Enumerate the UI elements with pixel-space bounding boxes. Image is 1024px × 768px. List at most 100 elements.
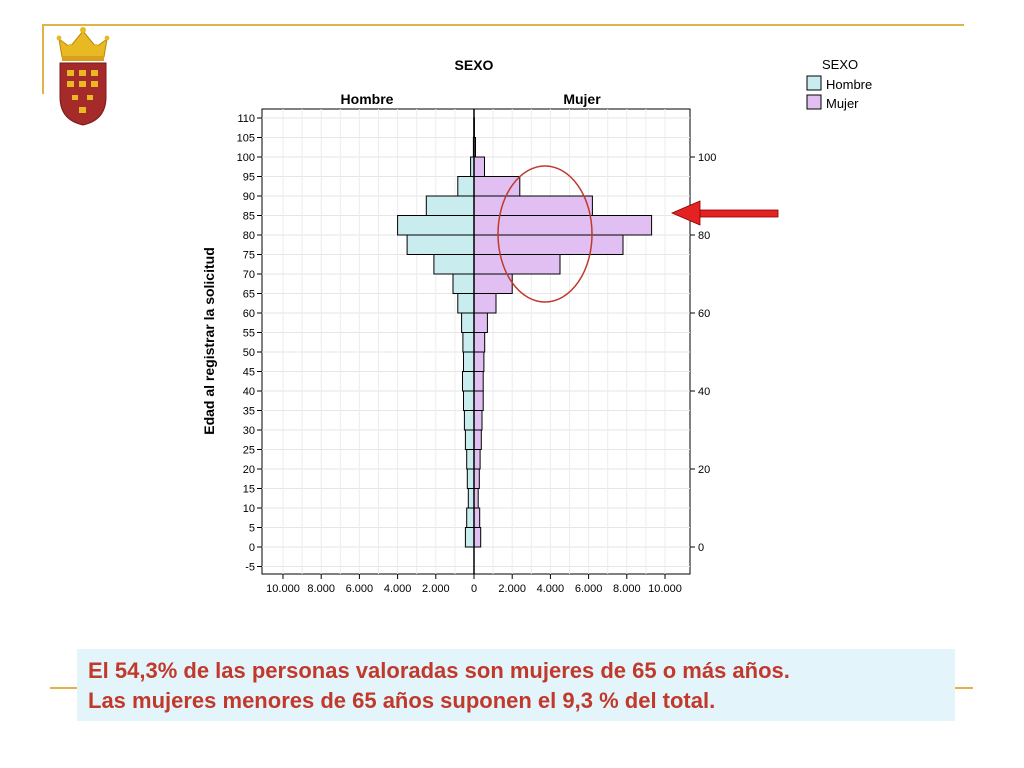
bar-hombre-75-80 [406, 234, 475, 255]
x-tick-label: 2.000 [422, 583, 450, 595]
bar-mujer-60-65 [473, 293, 497, 314]
y-tick-label-left: 10 [243, 503, 255, 515]
x-tick-label: 2.000 [498, 583, 526, 595]
legend-title: SEXO [822, 57, 858, 72]
y-tick-label-left: 55 [243, 328, 255, 340]
y-tick-label-left: 5 [249, 523, 255, 535]
castles-icon [67, 70, 98, 113]
bar-hombre-15-20 [466, 468, 475, 489]
caption-line-2: Las mujeres menores de 65 años suponen e… [88, 688, 716, 713]
legend-label-mujer: Mujer [826, 96, 859, 111]
bar-hombre-85-90 [425, 195, 475, 216]
bar-hombre-0-5 [464, 527, 475, 548]
y-tick-label-left: 70 [243, 269, 255, 281]
y-tick-label-left: 25 [243, 445, 255, 457]
bar-mujer-30-35 [473, 410, 483, 431]
caption-box: El 54,3% de las personas valoradas son m… [77, 649, 955, 721]
population-pyramid-chart: SEXO Hombre Mujer 1101051009590858075706… [201, 57, 872, 595]
y-tick-label-left: 0 [249, 542, 255, 554]
bar-hombre-70-75 [433, 254, 475, 275]
bar-hombre-30-35 [463, 410, 475, 431]
x-tick-label: 8.000 [613, 583, 641, 595]
x-tick-label: 6.000 [346, 583, 374, 595]
x-tick-label: 0 [471, 583, 477, 595]
bar-hombre-5-10 [466, 507, 475, 528]
y-ticks-right: 100 80 60 40 20 0 [690, 152, 716, 554]
bar-hombre-10-15 [467, 488, 475, 509]
y-tick-label-left: 105 [237, 133, 255, 145]
bar-mujer-65-70 [473, 273, 513, 294]
bar-hombre-45-50 [463, 351, 475, 372]
bar-hombre-55-60 [461, 312, 475, 333]
y-tick-label-left: 65 [243, 289, 255, 301]
bar-hombre-60-65 [457, 293, 475, 314]
panel-label-mujer: Mujer [563, 91, 601, 107]
y-tick-label-left: 60 [243, 308, 255, 320]
bar-mujer-15-20 [473, 468, 480, 489]
bottom-rule-right [955, 687, 973, 689]
bottom-rule-left [50, 687, 80, 689]
y-tick-label-left: 90 [243, 191, 255, 203]
chart-title: SEXO [455, 57, 494, 73]
bar-mujer-0-5 [473, 527, 482, 548]
left-rule [42, 24, 44, 94]
crown-icon [56, 27, 110, 61]
bar-mujer-70-75 [473, 254, 561, 275]
bar-mujer-25-30 [473, 429, 482, 450]
y-axis-label: Edad al registrar la solicitud [201, 247, 217, 435]
y-tick-label-left: 110 [237, 113, 255, 125]
bar-mujer-40-45 [473, 371, 484, 392]
y-tick-label-left: 15 [243, 484, 255, 496]
y-tick-label-right: 40 [698, 386, 710, 398]
bar-hombre-90-95 [457, 176, 475, 197]
y-tick-label-right: 100 [698, 152, 716, 164]
bar-mujer-45-50 [473, 351, 485, 372]
y-tick-label-right: 0 [698, 542, 704, 554]
y-tick-label-left: 20 [243, 464, 255, 476]
x-tick-label: 10.000 [266, 583, 300, 595]
y-tick-label-left: 45 [243, 367, 255, 379]
y-tick-label-right: 20 [698, 464, 710, 476]
bar-mujer-95-100 [473, 156, 485, 177]
x-tick-label: 6.000 [575, 583, 603, 595]
x-tick-label: 4.000 [537, 583, 565, 595]
y-tick-label-left: 40 [243, 386, 255, 398]
bar-mujer-5-10 [473, 507, 481, 528]
legend-label-hombre: Hombre [826, 77, 872, 92]
coat-of-arms-logo [56, 27, 110, 126]
y-tick-label-left: -5 [245, 562, 255, 574]
y-tick-label-left: 35 [243, 406, 255, 418]
shield-icon [59, 62, 107, 126]
red-arrow-icon [670, 200, 779, 226]
y-tick-label-left: 75 [243, 250, 255, 262]
bar-mujer-20-25 [473, 449, 481, 470]
bar-hombre-20-25 [466, 449, 475, 470]
bar-mujer-75-80 [473, 234, 624, 255]
legend: SEXO Hombre Mujer [806, 57, 872, 111]
x-tick-label: 4.000 [384, 583, 412, 595]
bar-hombre-65-70 [452, 273, 475, 294]
bar-hombre-50-55 [462, 332, 475, 353]
caption-line-1: El 54,3% de las personas valoradas son m… [88, 658, 790, 683]
highlight-ellipse [497, 165, 593, 303]
x-ticks: 10.000 8.000 6.000 4.000 2.000 0 2.000 4.000 6.0… [266, 574, 682, 595]
x-tick-label: 8.000 [307, 583, 335, 595]
y-tick-label-right: 80 [698, 230, 710, 242]
panel-label-hombre: Hombre [341, 91, 394, 107]
bar-mujer-90-95 [473, 176, 521, 197]
x-tick-label: 10.000 [648, 583, 682, 595]
bar-hombre-35-40 [463, 390, 475, 411]
bar-hombre-25-30 [464, 429, 475, 450]
bar-hombre-80-85 [397, 215, 475, 236]
y-tick-label-right: 60 [698, 308, 710, 320]
bar-mujer-55-60 [473, 312, 488, 333]
legend-swatch-mujer [806, 94, 822, 110]
y-tick-label-left: 50 [243, 347, 255, 359]
y-tick-label-left: 85 [243, 211, 255, 223]
top-rule [42, 24, 964, 26]
bar-mujer-35-40 [473, 390, 484, 411]
bar-mujer-50-55 [473, 332, 486, 353]
legend-swatch-hombre [806, 75, 822, 91]
bar-mujer-85-90 [473, 195, 593, 216]
